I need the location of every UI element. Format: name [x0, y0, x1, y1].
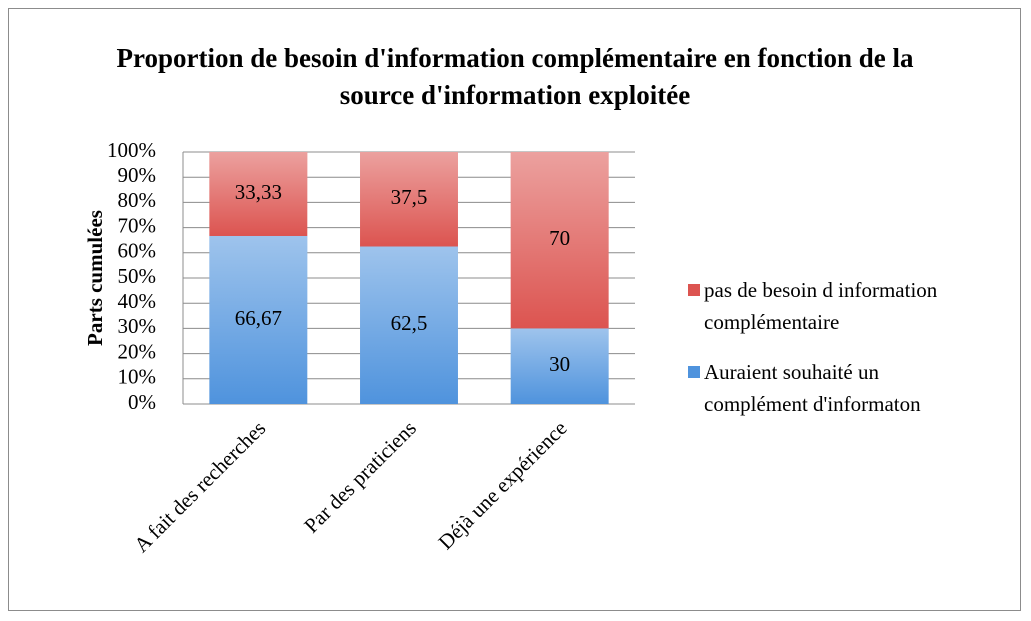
legend-swatch — [688, 284, 700, 296]
data-label: 70 — [549, 226, 570, 250]
legend-label: pas de besoin d information complémentai… — [704, 278, 938, 334]
x-tick-label: A fait des recherches — [129, 416, 270, 557]
chart-frame — [8, 8, 1021, 611]
y-tick-label: 0% — [128, 390, 156, 414]
data-label: 66,67 — [235, 306, 282, 330]
y-tick-label: 20% — [118, 339, 157, 363]
bar-sheen — [209, 235, 308, 404]
data-label: 37,5 — [391, 185, 428, 209]
y-axis-label: Parts cumulées — [83, 210, 107, 346]
legend-item: pas de besoin d information complémentai… — [688, 274, 958, 338]
x-tick-label: Par des praticiens — [299, 416, 421, 538]
legend-item: Auraient souhaité un complément d'inform… — [688, 356, 958, 420]
data-label: 33,33 — [235, 180, 282, 204]
bar-sheen — [360, 152, 458, 247]
bar-sheen — [209, 152, 308, 236]
data-label: 62,5 — [391, 311, 428, 335]
y-tick-label: 70% — [118, 213, 157, 237]
y-tick-label: 40% — [118, 289, 157, 313]
bar-sheen — [360, 246, 458, 404]
y-tick-label: 30% — [118, 314, 157, 338]
bar-sheen — [510, 328, 609, 404]
y-tick-label: 90% — [118, 163, 157, 187]
legend-swatch — [688, 366, 700, 378]
y-tick-label: 50% — [118, 264, 157, 288]
legend: pas de besoin d information complémentai… — [688, 274, 958, 438]
y-tick-label: 60% — [118, 239, 157, 263]
y-tick-label: 10% — [118, 365, 157, 389]
bar-sheen — [510, 152, 609, 329]
x-tick-label: Déjà une expérience — [433, 416, 571, 554]
y-tick-label: 100% — [107, 138, 156, 162]
legend-label: Auraient souhaité un complément d'inform… — [704, 360, 921, 416]
y-tick-label: 80% — [118, 188, 157, 212]
data-label: 30 — [549, 352, 570, 376]
chart-title: Proportion de besoin d'information compl… — [116, 43, 914, 110]
